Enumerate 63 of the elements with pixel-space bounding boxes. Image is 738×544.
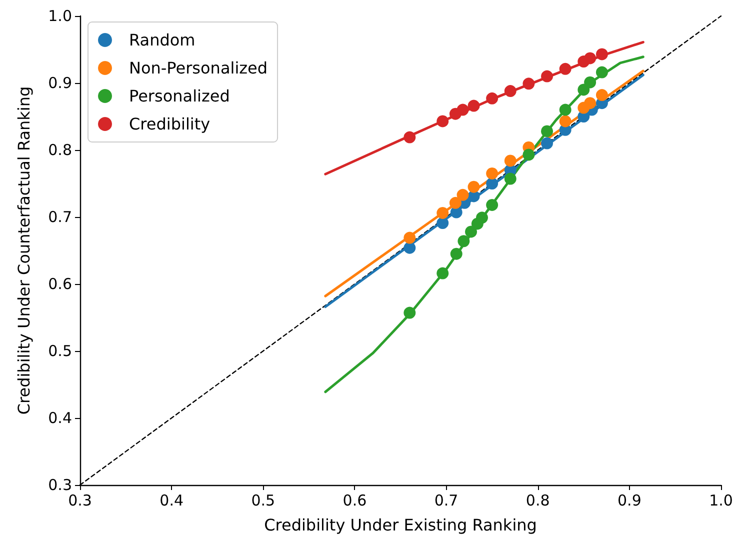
- point: [584, 76, 596, 88]
- point: [456, 104, 469, 116]
- point: [522, 78, 535, 90]
- point: [504, 154, 516, 167]
- point: [486, 92, 498, 104]
- point: [541, 70, 554, 82]
- point: [436, 217, 449, 230]
- x-tick-label: 0.3: [68, 492, 92, 510]
- point: [456, 188, 469, 201]
- x-tick-label: 1.0: [709, 492, 733, 510]
- point: [458, 235, 470, 248]
- y-tick-label: 0.3: [48, 476, 72, 494]
- point: [596, 48, 608, 60]
- point: [436, 115, 449, 128]
- point: [578, 84, 590, 96]
- point: [486, 167, 498, 180]
- y-tick-label: 0.4: [48, 409, 72, 427]
- x-tick-label: 0.8: [526, 492, 550, 510]
- line-series: [324, 56, 644, 394]
- x-tick-label: 0.9: [618, 492, 642, 510]
- point: [584, 52, 596, 64]
- point: [404, 232, 416, 244]
- y-tick-label: 1.0: [48, 7, 72, 25]
- point: [522, 148, 535, 161]
- point: [504, 172, 516, 185]
- point: [541, 125, 554, 138]
- y-tick-label: 0.6: [48, 275, 72, 293]
- point: [436, 206, 449, 219]
- x-tick-label: 0.4: [160, 492, 184, 510]
- point: [559, 115, 572, 128]
- point: [436, 267, 449, 280]
- line-series: [324, 40, 644, 176]
- legend-label: Credibility: [129, 114, 210, 134]
- point: [450, 248, 462, 260]
- legend-label: Personalized: [129, 86, 230, 106]
- point: [468, 180, 480, 193]
- y-tick-label: 0.5: [48, 342, 72, 360]
- point: [468, 100, 480, 112]
- x-tick-label: 0.7: [434, 492, 458, 510]
- point: [465, 226, 478, 238]
- point: [486, 198, 498, 211]
- point: [559, 104, 572, 116]
- y-tick-label: 0.7: [48, 208, 72, 226]
- x-tick-label: 0.6: [342, 492, 367, 510]
- point: [559, 62, 572, 75]
- point: [596, 89, 608, 102]
- legend-label: Random: [129, 30, 196, 50]
- y-tick-label: 0.8: [48, 141, 72, 159]
- legend-label: Non-Personalized: [129, 58, 268, 78]
- y-axis-title: Credibility Under Counterfactual Ranking: [14, 86, 34, 415]
- point: [449, 196, 462, 209]
- point: [541, 137, 554, 150]
- point: [404, 306, 416, 319]
- point: [404, 131, 416, 144]
- y-tick-label: 0.9: [48, 74, 72, 92]
- point: [596, 66, 608, 78]
- point: [486, 178, 498, 190]
- point: [584, 97, 596, 110]
- point: [504, 85, 516, 98]
- point: [404, 242, 416, 254]
- x-axis-title: Credibility Under Existing Ranking: [264, 516, 537, 534]
- x-tick-label: 0.5: [251, 492, 276, 510]
- point: [476, 212, 488, 224]
